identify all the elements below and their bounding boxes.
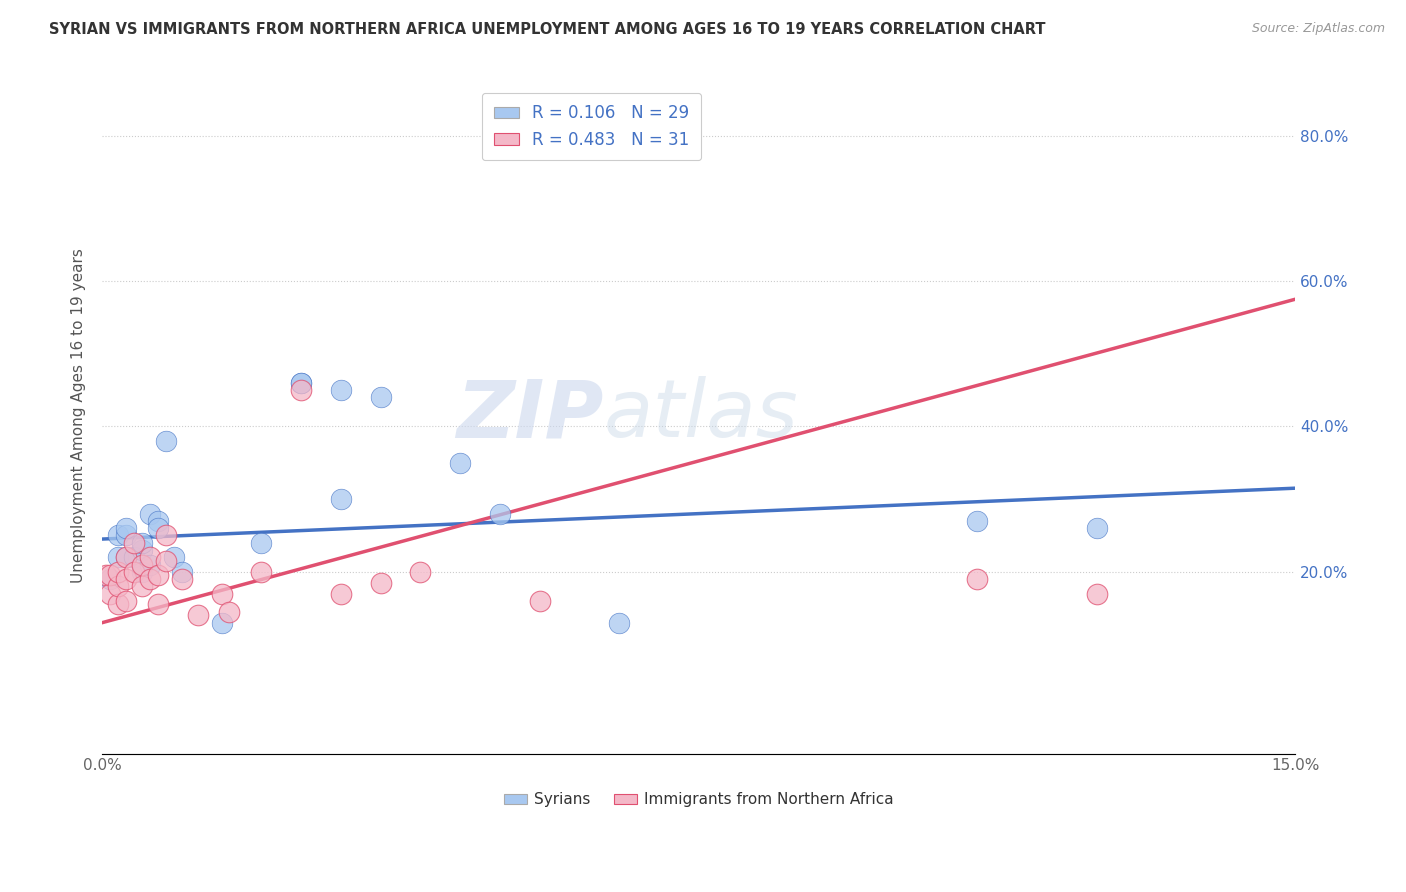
Point bbox=[139, 507, 162, 521]
Point bbox=[98, 586, 121, 600]
Point bbox=[139, 572, 162, 586]
Point bbox=[107, 579, 129, 593]
Point bbox=[329, 383, 352, 397]
Point bbox=[96, 568, 118, 582]
Point bbox=[966, 572, 988, 586]
Point bbox=[370, 390, 392, 404]
Point bbox=[107, 598, 129, 612]
Point bbox=[155, 434, 177, 448]
Point bbox=[1085, 521, 1108, 535]
Point bbox=[290, 376, 312, 390]
Point bbox=[529, 594, 551, 608]
Point bbox=[218, 605, 240, 619]
Point bbox=[98, 572, 121, 586]
Point bbox=[107, 550, 129, 565]
Text: atlas: atlas bbox=[603, 376, 799, 455]
Point bbox=[131, 535, 153, 549]
Point bbox=[329, 586, 352, 600]
Point bbox=[115, 550, 138, 565]
Point bbox=[250, 535, 273, 549]
Point bbox=[131, 558, 153, 572]
Text: ZIP: ZIP bbox=[456, 376, 603, 455]
Point bbox=[290, 383, 312, 397]
Point bbox=[290, 376, 312, 390]
Point bbox=[122, 550, 145, 565]
Y-axis label: Unemployment Among Ages 16 to 19 years: Unemployment Among Ages 16 to 19 years bbox=[72, 248, 86, 582]
Point bbox=[115, 521, 138, 535]
Point bbox=[115, 528, 138, 542]
Point bbox=[966, 514, 988, 528]
Point bbox=[98, 568, 121, 582]
Point bbox=[146, 598, 169, 612]
Point bbox=[370, 575, 392, 590]
Legend: Syrians, Immigrants from Northern Africa: Syrians, Immigrants from Northern Africa bbox=[498, 786, 900, 814]
Point bbox=[155, 554, 177, 568]
Point bbox=[146, 568, 169, 582]
Point bbox=[163, 550, 186, 565]
Text: SYRIAN VS IMMIGRANTS FROM NORTHERN AFRICA UNEMPLOYMENT AMONG AGES 16 TO 19 YEARS: SYRIAN VS IMMIGRANTS FROM NORTHERN AFRIC… bbox=[49, 22, 1046, 37]
Point bbox=[107, 528, 129, 542]
Point bbox=[607, 615, 630, 630]
Point bbox=[139, 558, 162, 572]
Point bbox=[146, 514, 169, 528]
Point bbox=[107, 565, 129, 579]
Text: Source: ZipAtlas.com: Source: ZipAtlas.com bbox=[1251, 22, 1385, 36]
Point bbox=[115, 550, 138, 565]
Point bbox=[211, 615, 233, 630]
Point bbox=[131, 579, 153, 593]
Point bbox=[122, 565, 145, 579]
Point bbox=[187, 608, 209, 623]
Point bbox=[131, 543, 153, 558]
Point bbox=[131, 565, 153, 579]
Point bbox=[115, 594, 138, 608]
Point bbox=[329, 492, 352, 507]
Point bbox=[170, 572, 193, 586]
Point bbox=[409, 565, 432, 579]
Point bbox=[449, 456, 471, 470]
Point bbox=[250, 565, 273, 579]
Point bbox=[146, 521, 169, 535]
Point bbox=[1085, 586, 1108, 600]
Point bbox=[170, 565, 193, 579]
Point bbox=[155, 528, 177, 542]
Point bbox=[489, 507, 512, 521]
Point bbox=[122, 535, 145, 549]
Point bbox=[211, 586, 233, 600]
Point bbox=[139, 550, 162, 565]
Point bbox=[115, 572, 138, 586]
